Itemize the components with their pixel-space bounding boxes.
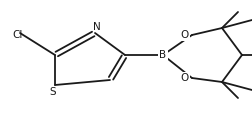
Text: B: B (160, 50, 167, 60)
Text: O: O (181, 30, 189, 40)
Text: N: N (93, 22, 101, 32)
Text: Cl: Cl (12, 30, 22, 40)
Text: O: O (181, 73, 189, 83)
Text: S: S (50, 87, 56, 97)
